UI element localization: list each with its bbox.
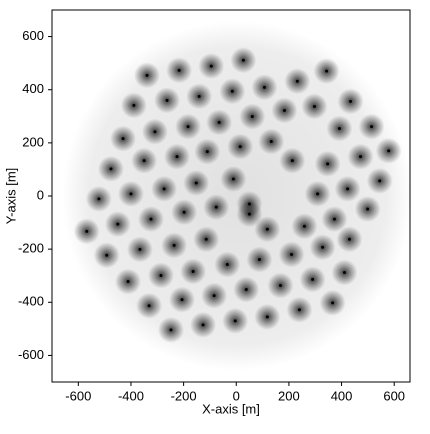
point <box>359 155 363 159</box>
point <box>349 99 353 103</box>
point <box>209 64 213 68</box>
point <box>126 280 130 284</box>
x-tick-label: 200 <box>278 388 300 403</box>
point <box>311 277 315 281</box>
point <box>346 187 350 191</box>
point <box>186 125 190 129</box>
point <box>269 140 273 144</box>
x-tick-label: -400 <box>118 388 144 403</box>
point <box>347 237 351 241</box>
x-tick-label: -200 <box>171 388 197 403</box>
point <box>142 159 146 163</box>
point <box>244 288 248 292</box>
point <box>262 85 266 89</box>
point <box>257 258 261 262</box>
point <box>97 197 101 201</box>
y-tick-label: -600 <box>18 347 44 362</box>
y-tick-label: 0 <box>37 187 44 202</box>
point <box>231 177 235 181</box>
point <box>105 253 109 257</box>
point <box>332 217 336 221</box>
point <box>147 304 151 308</box>
point <box>175 155 179 159</box>
point <box>182 210 186 214</box>
point <box>149 217 153 221</box>
point <box>204 237 208 241</box>
point <box>278 284 282 288</box>
point <box>116 222 120 226</box>
point <box>250 115 254 119</box>
point <box>172 243 176 247</box>
point <box>233 319 237 323</box>
point <box>177 68 181 72</box>
point <box>387 149 391 153</box>
point <box>241 58 245 62</box>
point <box>138 247 142 251</box>
point <box>316 192 320 196</box>
point <box>201 323 205 327</box>
point <box>297 308 301 312</box>
point <box>162 187 166 191</box>
point <box>370 125 374 129</box>
point <box>121 137 125 141</box>
point <box>326 162 330 166</box>
point <box>312 104 316 108</box>
point <box>212 294 216 298</box>
point <box>109 167 113 171</box>
point <box>132 103 136 107</box>
point <box>366 207 370 211</box>
point <box>165 98 169 102</box>
point <box>325 69 329 73</box>
point <box>290 252 294 256</box>
point <box>295 79 299 83</box>
point <box>265 315 269 319</box>
point <box>197 94 201 98</box>
point <box>129 192 133 196</box>
point <box>238 145 242 149</box>
point <box>337 127 341 131</box>
point <box>225 263 229 267</box>
point <box>247 212 251 216</box>
y-tick-label: 400 <box>22 81 44 96</box>
point <box>282 108 286 112</box>
x-tick-label: 0 <box>233 388 240 403</box>
point <box>180 298 184 302</box>
y-tick-label: 200 <box>22 134 44 149</box>
point <box>302 224 306 228</box>
y-tick-label: -400 <box>18 294 44 309</box>
point <box>217 120 221 124</box>
point <box>331 301 335 305</box>
point <box>194 181 198 185</box>
point <box>321 245 325 249</box>
point <box>145 73 149 77</box>
point <box>265 227 269 231</box>
point <box>378 179 382 183</box>
point <box>342 271 346 275</box>
x-tick-label: -600 <box>65 388 91 403</box>
y-axis-label: Y-axis [m] <box>3 168 18 225</box>
point <box>214 205 218 209</box>
point <box>205 150 209 154</box>
point <box>153 130 157 134</box>
y-tick-label: 600 <box>22 28 44 43</box>
x-tick-label: 600 <box>383 388 405 403</box>
point <box>85 229 89 233</box>
point <box>290 159 294 163</box>
point <box>169 328 173 332</box>
x-axis-label: X-axis [m] <box>202 401 260 416</box>
point <box>159 273 163 277</box>
y-tick-label: -200 <box>18 241 44 256</box>
x-tick-label: 400 <box>331 388 353 403</box>
point <box>230 89 234 93</box>
point <box>191 269 195 273</box>
